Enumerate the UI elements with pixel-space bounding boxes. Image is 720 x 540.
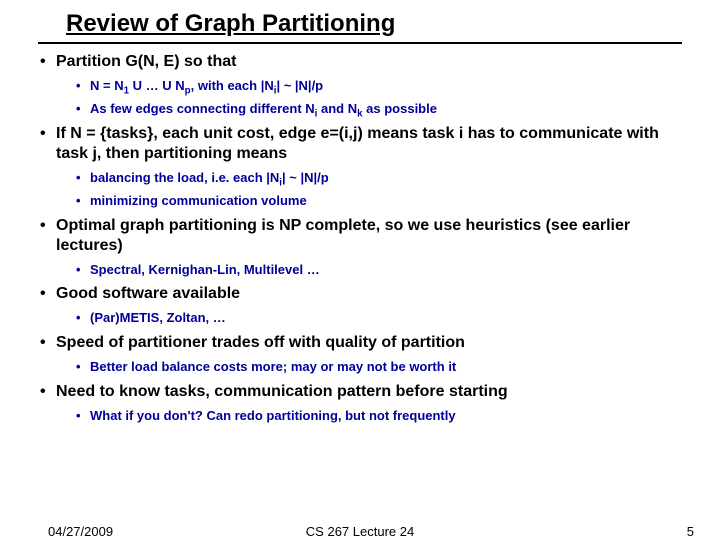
bullet-item: Need to know tasks, communication patter… [38, 382, 682, 425]
sub-bullet-item: balancing the load, i.e. each |Ni| ~ |N|… [76, 170, 682, 187]
sub-bullet-list: What if you don't? Can redo partitioning… [76, 408, 682, 425]
sub-bullet-item: As few edges connecting different Ni and… [76, 101, 682, 118]
title-underline [38, 42, 682, 44]
bullet-text: Speed of partitioner trades off with qua… [56, 334, 465, 351]
bullet-item: Optimal graph partitioning is NP complet… [38, 216, 682, 279]
bullet-text: Need to know tasks, communication patter… [56, 383, 508, 400]
sub-bullet-list: Spectral, Kernighan-Lin, Multilevel … [76, 262, 682, 279]
bullet-item: If N = {tasks}, each unit cost, edge e=(… [38, 124, 682, 210]
bullet-text: Good software available [56, 285, 240, 302]
sub-bullet-list: N = N1 U … U Np, with each |Ni| ~ |N|/p A… [76, 78, 682, 118]
slide-title: Review of Graph Partitioning [38, 10, 682, 40]
sub-bullet-item: N = N1 U … U Np, with each |Ni| ~ |N|/p [76, 78, 682, 95]
sub-bullet-list: Better load balance costs more; may or m… [76, 359, 682, 376]
footer-center: CS 267 Lecture 24 [0, 524, 720, 539]
bullet-item: Partition G(N, E) so that N = N1 U … U Np… [38, 52, 682, 118]
sub-bullet-item: Better load balance costs more; may or m… [76, 359, 682, 376]
footer-page-number: 5 [687, 524, 694, 539]
bullet-list: Partition G(N, E) so that N = N1 U … U Np… [38, 52, 682, 425]
sub-bullet-item: minimizing communication volume [76, 193, 682, 210]
bullet-text: Partition G(N, E) so that [56, 53, 236, 70]
bullet-item: Speed of partitioner trades off with qua… [38, 333, 682, 376]
bullet-text: Optimal graph partitioning is NP complet… [56, 217, 630, 254]
sub-bullet-item: What if you don't? Can redo partitioning… [76, 408, 682, 425]
sub-bullet-item: Spectral, Kernighan-Lin, Multilevel … [76, 262, 682, 279]
sub-bullet-list: (Par)METIS, Zoltan, … [76, 310, 682, 327]
bullet-item: Good software available (Par)METIS, Zolta… [38, 284, 682, 327]
sub-bullet-item: (Par)METIS, Zoltan, … [76, 310, 682, 327]
sub-bullet-list: balancing the load, i.e. each |Ni| ~ |N|… [76, 170, 682, 210]
bullet-text: If N = {tasks}, each unit cost, edge e=(… [56, 125, 659, 162]
